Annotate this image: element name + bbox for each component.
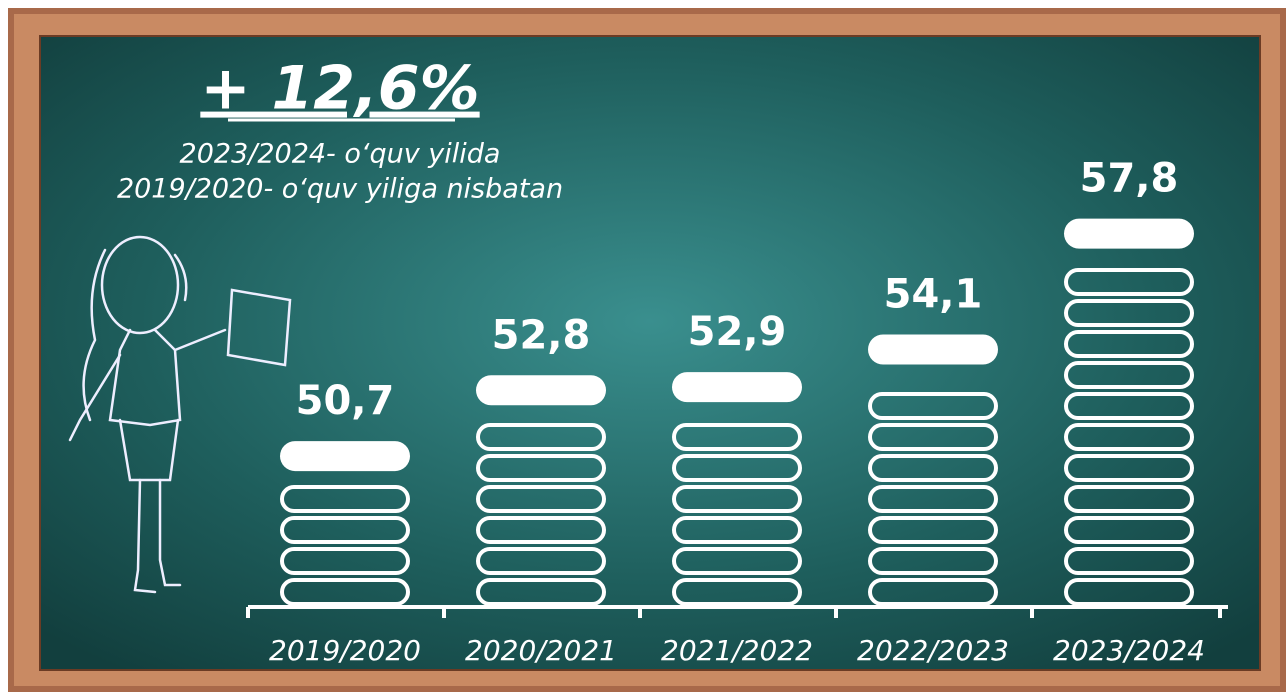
subtitle: 2019/2020- o‘quv yiliga nisbatan <box>117 174 563 205</box>
plate <box>476 485 606 513</box>
plate <box>1064 299 1194 327</box>
subtitle: 2023/2024- o‘quv yilida <box>180 139 501 170</box>
chalkboard <box>39 35 1261 671</box>
x-tick-label: 2021/2022 <box>661 634 813 667</box>
plate <box>672 547 802 575</box>
x-tick-label: 2019/2020 <box>269 634 421 667</box>
plate <box>280 516 410 544</box>
x-tick-label: 2020/2021 <box>465 634 617 667</box>
plate <box>672 423 802 451</box>
plate <box>1064 516 1194 544</box>
plate <box>1064 454 1194 482</box>
plate <box>1064 485 1194 513</box>
value-label: 50,7 <box>296 378 395 424</box>
plate <box>476 578 606 606</box>
plate <box>868 547 998 575</box>
plate <box>1064 578 1194 606</box>
plate <box>280 547 410 575</box>
plate <box>672 578 802 606</box>
plate <box>868 485 998 513</box>
plate <box>476 516 606 544</box>
plate <box>1064 330 1194 358</box>
plate <box>868 392 998 420</box>
headline: + 12,6% <box>200 54 479 124</box>
value-label: 52,9 <box>688 309 787 355</box>
plate-top <box>280 441 410 472</box>
plate-top <box>476 375 606 406</box>
plate <box>672 454 802 482</box>
value-label: 52,8 <box>492 312 591 358</box>
plate <box>672 516 802 544</box>
plate <box>476 547 606 575</box>
plate <box>1064 361 1194 389</box>
plate <box>868 516 998 544</box>
plate <box>1064 268 1194 296</box>
plate <box>476 423 606 451</box>
plate-top <box>672 372 802 403</box>
x-tick-label: 2022/2023 <box>857 634 1009 667</box>
plate <box>868 454 998 482</box>
x-tick-label: 2023/2024 <box>1053 634 1205 667</box>
value-label: 57,8 <box>1080 156 1179 202</box>
plate-top <box>868 334 998 365</box>
plate <box>1064 392 1194 420</box>
plate <box>280 578 410 606</box>
plate-top <box>1064 218 1194 249</box>
value-label: 54,1 <box>884 272 983 318</box>
plate <box>868 423 998 451</box>
plate <box>476 454 606 482</box>
plate <box>868 578 998 606</box>
plate <box>1064 423 1194 451</box>
plate <box>280 485 410 513</box>
plate <box>672 485 802 513</box>
plate <box>1064 547 1194 575</box>
teacher-figure <box>68 235 292 594</box>
